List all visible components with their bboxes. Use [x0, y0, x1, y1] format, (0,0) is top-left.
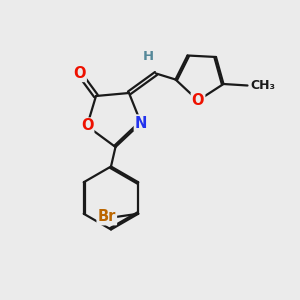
Text: O: O — [192, 93, 204, 108]
Text: CH₃: CH₃ — [250, 79, 275, 92]
Text: H: H — [143, 50, 154, 64]
Text: Br: Br — [98, 209, 116, 224]
Text: N: N — [135, 116, 147, 130]
Text: O: O — [73, 66, 86, 81]
Text: O: O — [81, 118, 93, 134]
